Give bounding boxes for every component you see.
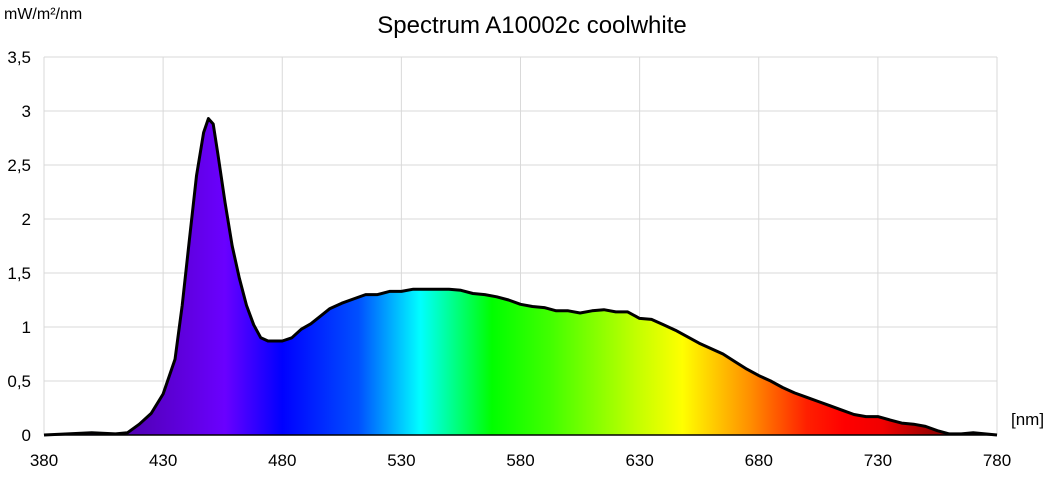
x-tick-label: 380 — [30, 451, 58, 470]
y-tick-labels: 0 0,5 1 1,5 2 2,5 3 3,5 — [7, 48, 31, 445]
x-tick-labels: 380 430 480 530 580 630 680 730 780 — [30, 451, 1011, 470]
x-tick-label: 430 — [149, 451, 177, 470]
x-tick-label: 730 — [864, 451, 892, 470]
x-tick-label: 630 — [625, 451, 653, 470]
x-tick-label: 580 — [506, 451, 534, 470]
y-tick-label: 0,5 — [7, 372, 31, 391]
y-tick-label: 0 — [22, 426, 31, 445]
x-tick-label: 480 — [268, 451, 296, 470]
x-axis-label: [nm] — [1011, 410, 1045, 429]
chart-title: Spectrum A10002c coolwhite — [377, 12, 687, 39]
spectrum-area — [44, 118, 997, 435]
y-tick-label: 2,5 — [7, 156, 31, 175]
y-tick-label: 3,5 — [7, 48, 31, 67]
y-tick-label: 3 — [22, 102, 31, 121]
x-tick-label: 530 — [387, 451, 415, 470]
x-tick-label: 780 — [983, 451, 1011, 470]
y-tick-label: 2 — [22, 210, 31, 229]
spectrum-line — [43, 117, 998, 437]
y-tick-label: 1,5 — [7, 264, 31, 283]
y-axis-label: mW/m²/nm — [4, 6, 83, 23]
y-tick-label: 1 — [22, 318, 31, 337]
x-tick-label: 680 — [745, 451, 773, 470]
